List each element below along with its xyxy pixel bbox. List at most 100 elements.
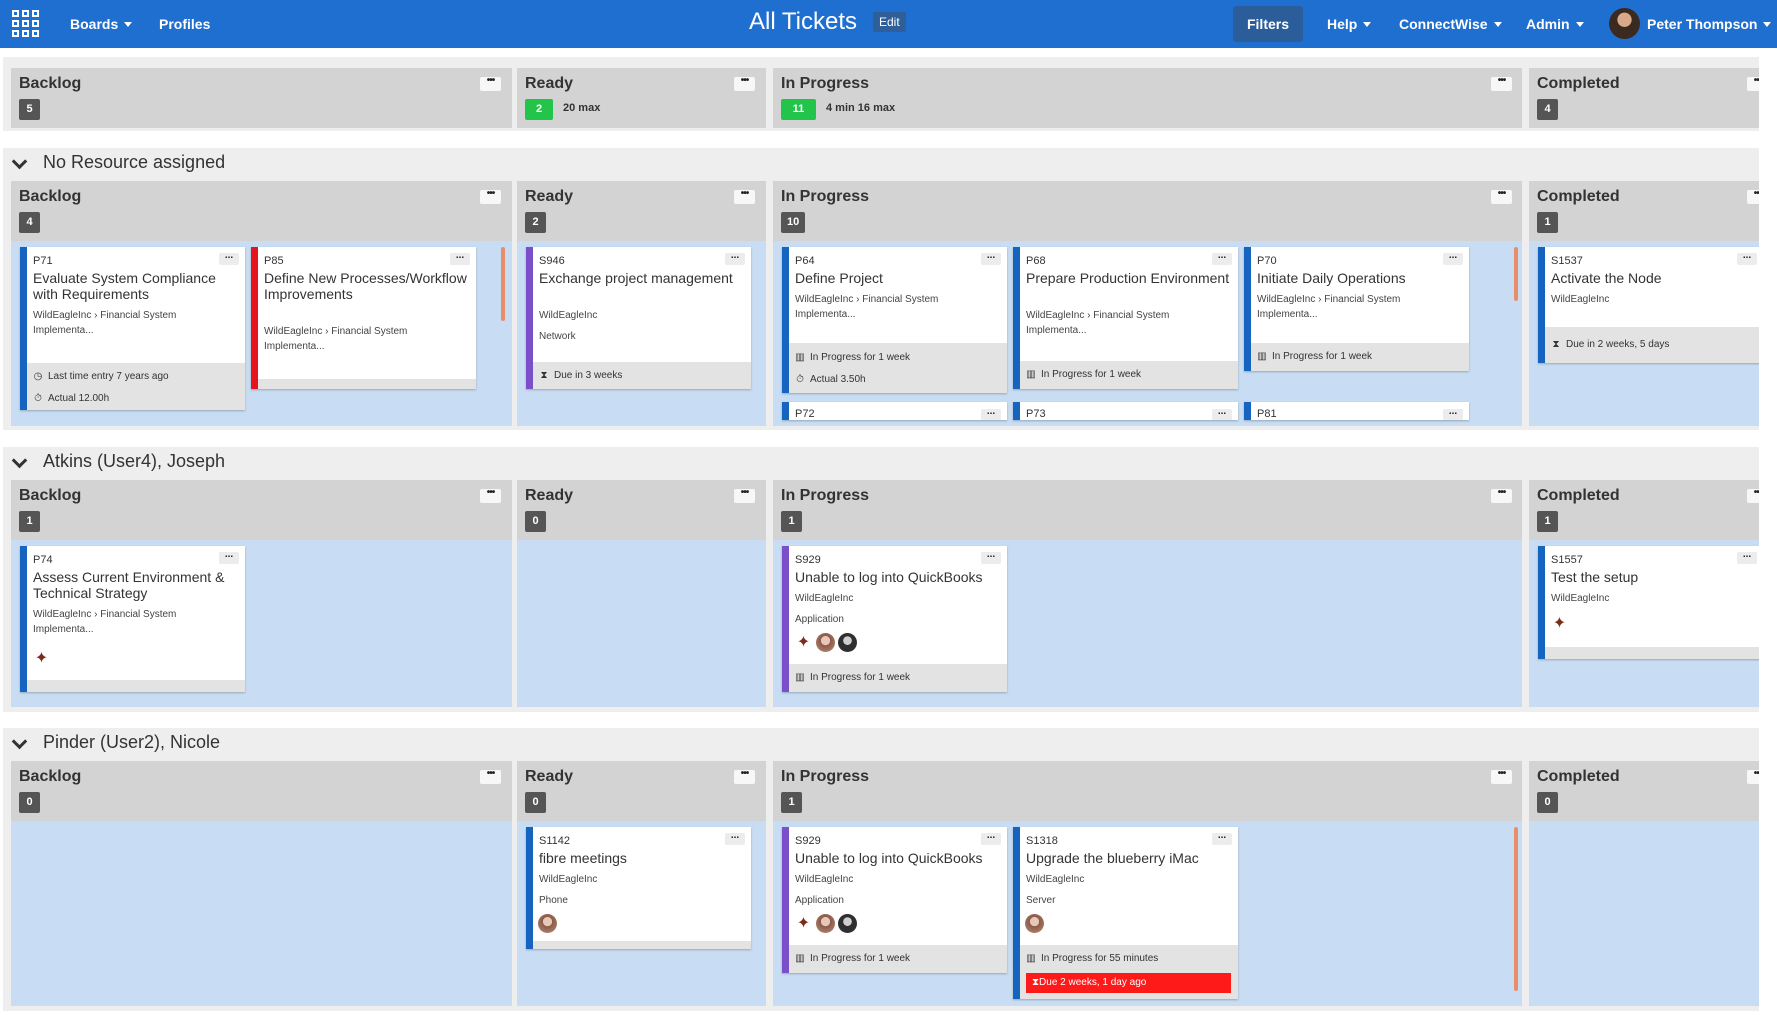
ticket-card-p72[interactable]: P72 ... xyxy=(782,402,1007,420)
more-icon[interactable]: ••• xyxy=(1491,189,1512,204)
more-icon[interactable]: ••• xyxy=(480,189,501,204)
more-icon[interactable]: ... xyxy=(1443,251,1463,265)
chevron-down-icon[interactable] xyxy=(11,733,28,750)
column-scrollbar[interactable] xyxy=(501,247,505,321)
column-scrollbar[interactable] xyxy=(1514,827,1518,991)
ticket-id: S1557 xyxy=(1551,554,1583,566)
more-icon[interactable]: ... xyxy=(450,251,470,265)
column-name: Ready xyxy=(525,75,574,92)
ticket-card-s1318[interactable]: S1318 ... Upgrade the blueberry iMac Wil… xyxy=(1013,827,1238,999)
more-icon[interactable]: ... xyxy=(981,550,1001,564)
more-icon[interactable]: ••• xyxy=(734,76,755,91)
more-icon[interactable]: ... xyxy=(1212,407,1232,420)
overdue-badge: ⧗Due 2 weeks, 1 day ago xyxy=(1026,973,1231,993)
swimlane-pinder: Pinder (User2), Nicole Backlog 0 ••• Rea… xyxy=(3,728,1773,1011)
ticket-id: P68 xyxy=(1026,255,1046,267)
actual-hours: ⏱ Actual 3.50h xyxy=(795,374,866,385)
filters-button[interactable]: Filters xyxy=(1233,6,1303,42)
summary-completed: Completed 4 ••• xyxy=(1529,68,1773,128)
summary-backlog: Backlog 5 ••• xyxy=(11,68,512,128)
ticket-card-p68[interactable]: P68 ... Prepare Production Environment W… xyxy=(1013,247,1238,389)
more-icon[interactable]: ... xyxy=(1737,251,1757,265)
more-icon[interactable]: ••• xyxy=(734,189,755,204)
assignee-avatar xyxy=(1025,914,1044,933)
ticket-card-p73[interactable]: P73 ... xyxy=(1013,402,1238,420)
wip-limit: 4 min 16 max xyxy=(826,102,896,114)
boards-menu[interactable]: Boards xyxy=(70,0,133,48)
more-icon[interactable]: ... xyxy=(981,831,1001,845)
ticket-card-p71[interactable]: P71 ... Evaluate System Compliance with … xyxy=(20,247,245,410)
ticket-id: P81 xyxy=(1257,408,1277,420)
user-menu[interactable]: Peter Thompson xyxy=(1647,0,1772,48)
apps-grid-icon[interactable] xyxy=(12,10,41,39)
ticket-title: Unable to log into QuickBooks xyxy=(795,569,983,585)
ticket-company: WildEagleInc › Financial System Implemen… xyxy=(1257,294,1401,320)
ticket-card-s1537[interactable]: S1537 ... Activate the Node WildEagleInc… xyxy=(1538,247,1763,363)
edit-board-button[interactable]: Edit xyxy=(873,12,906,32)
more-icon[interactable]: ••• xyxy=(734,488,755,503)
swimlane-title: Atkins (User4), Joseph xyxy=(43,451,226,471)
more-icon[interactable]: ••• xyxy=(1491,76,1512,91)
more-icon[interactable]: ••• xyxy=(480,769,501,784)
due-date: ⧗ Due in 3 weeks xyxy=(539,370,622,381)
more-icon[interactable]: ••• xyxy=(1491,769,1512,784)
ticket-card-s929[interactable]: S929 ... Unable to log into QuickBooks W… xyxy=(782,827,1007,973)
card-footer: ⧗ Due in 2 weeks, 5 days xyxy=(1545,327,1763,363)
more-icon[interactable]: ... xyxy=(981,407,1001,420)
ticket-card-p64[interactable]: P64 ... Define Project WildEagleInc › Fi… xyxy=(782,247,1007,393)
more-icon[interactable]: ••• xyxy=(480,488,501,503)
ticket-card-s1557[interactable]: S1557 ... Test the setup WildEagleInc ✦ xyxy=(1538,546,1763,659)
column-name: Completed xyxy=(1537,75,1620,92)
ticket-company: WildEagleInc xyxy=(539,310,598,321)
more-icon[interactable]: ... xyxy=(1212,251,1232,265)
ticket-card-s929[interactable]: S929 ... Unable to log into QuickBooks W… xyxy=(782,546,1007,692)
ticket-card-p70[interactable]: P70 ... Initiate Daily Operations WildEa… xyxy=(1244,247,1469,371)
ticket-title: Activate the Node xyxy=(1551,270,1662,286)
card-footer: ⧗ Due in 3 weeks xyxy=(533,362,751,389)
caret-down-icon xyxy=(1575,21,1584,27)
clock-icon: ◷ xyxy=(33,371,43,382)
chevron-down-icon[interactable] xyxy=(11,153,28,170)
chevron-down-icon[interactable] xyxy=(11,452,28,469)
more-icon[interactable]: ... xyxy=(1443,407,1463,420)
ticket-card-s1142[interactable]: S1142 ... fibre meetings WildEagleInc Ph… xyxy=(526,827,751,949)
more-icon[interactable]: ••• xyxy=(480,76,501,91)
swimlane-title: No Resource assigned xyxy=(43,152,226,172)
column-name: In Progress xyxy=(781,75,870,92)
more-icon[interactable]: ... xyxy=(1737,550,1757,564)
ticket-card-s946[interactable]: S946 ... Exchange project management Wil… xyxy=(526,247,751,389)
column-count: 5 xyxy=(19,99,40,120)
more-icon[interactable]: ••• xyxy=(734,769,755,784)
stopwatch-icon: ⏱ xyxy=(34,393,42,404)
more-icon[interactable]: ... xyxy=(219,251,239,265)
more-icon[interactable]: ... xyxy=(725,831,745,845)
admin-menu[interactable]: Admin xyxy=(1526,0,1584,48)
card-footer: ▥ In Progress for 1 week ⏱ Actual 3.50h xyxy=(789,343,1007,393)
column-completed: Completed 1 ••• S1557 ... Test the setup… xyxy=(1529,480,1773,707)
column-scrollbar[interactable] xyxy=(1514,247,1518,301)
column-name: Completed xyxy=(1537,188,1620,205)
connectwise-menu[interactable]: ConnectWise xyxy=(1399,0,1502,48)
page-title: All Tickets xyxy=(749,8,858,35)
more-icon[interactable]: ... xyxy=(1212,831,1232,845)
ticket-type: Server xyxy=(1026,895,1056,906)
assignee-avatar: ✦ xyxy=(796,634,811,651)
more-icon[interactable]: ... xyxy=(725,251,745,265)
more-icon[interactable]: ••• xyxy=(1491,488,1512,503)
in-progress-status: ▥ In Progress for 1 week xyxy=(795,352,910,363)
ticket-card-p85[interactable]: P85 ... Define New Processes/Workflow Im… xyxy=(251,247,476,389)
column-backlog: Backlog 1 ••• P74 ... Assess Current Env… xyxy=(11,480,512,707)
profiles-link[interactable]: Profiles xyxy=(159,16,211,32)
ticket-card-p81[interactable]: P81 ... xyxy=(1244,402,1469,420)
ticket-title: Define New Processes/Workflow Improvemen… xyxy=(264,270,467,302)
column-header: Completed 1 ••• xyxy=(1529,480,1773,540)
more-icon[interactable]: ... xyxy=(219,550,239,564)
ticket-title: Initiate Daily Operations xyxy=(1257,270,1406,286)
ticket-card-p74[interactable]: P74 ... Assess Current Environment & Tec… xyxy=(20,546,245,692)
user-avatar[interactable] xyxy=(1609,8,1640,39)
more-icon[interactable]: ... xyxy=(981,251,1001,265)
help-menu[interactable]: Help xyxy=(1327,0,1372,48)
assignee-avatar xyxy=(838,633,857,652)
assignee-avatar xyxy=(538,914,557,933)
ticket-company: WildEagleInc xyxy=(795,874,854,885)
